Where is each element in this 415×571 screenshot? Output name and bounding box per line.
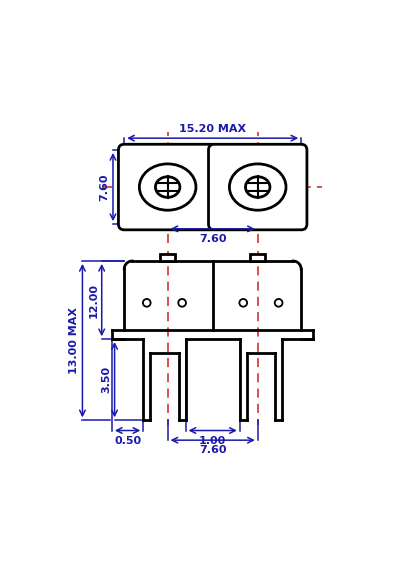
Bar [161, 254, 175, 261]
Text: 7.60: 7.60 [99, 173, 109, 201]
Ellipse shape [156, 177, 180, 198]
Text: 7.60: 7.60 [199, 445, 227, 455]
Text: 1.00: 1.00 [199, 436, 226, 447]
Text: 12.00: 12.00 [88, 283, 98, 317]
Text: 15.20 MAX: 15.20 MAX [179, 124, 246, 134]
Circle shape [178, 299, 186, 307]
Text: 3.50: 3.50 [101, 366, 111, 393]
Ellipse shape [229, 164, 286, 210]
Text: 0.50: 0.50 [114, 436, 141, 447]
Circle shape [143, 299, 151, 307]
Text: 13.00 MAX: 13.00 MAX [69, 307, 79, 374]
FancyBboxPatch shape [118, 144, 217, 230]
Bar [251, 254, 265, 261]
Ellipse shape [139, 164, 196, 210]
Text: 7.60: 7.60 [199, 234, 227, 244]
Circle shape [275, 299, 283, 307]
Ellipse shape [246, 177, 270, 198]
FancyBboxPatch shape [208, 144, 307, 230]
Circle shape [239, 299, 247, 307]
